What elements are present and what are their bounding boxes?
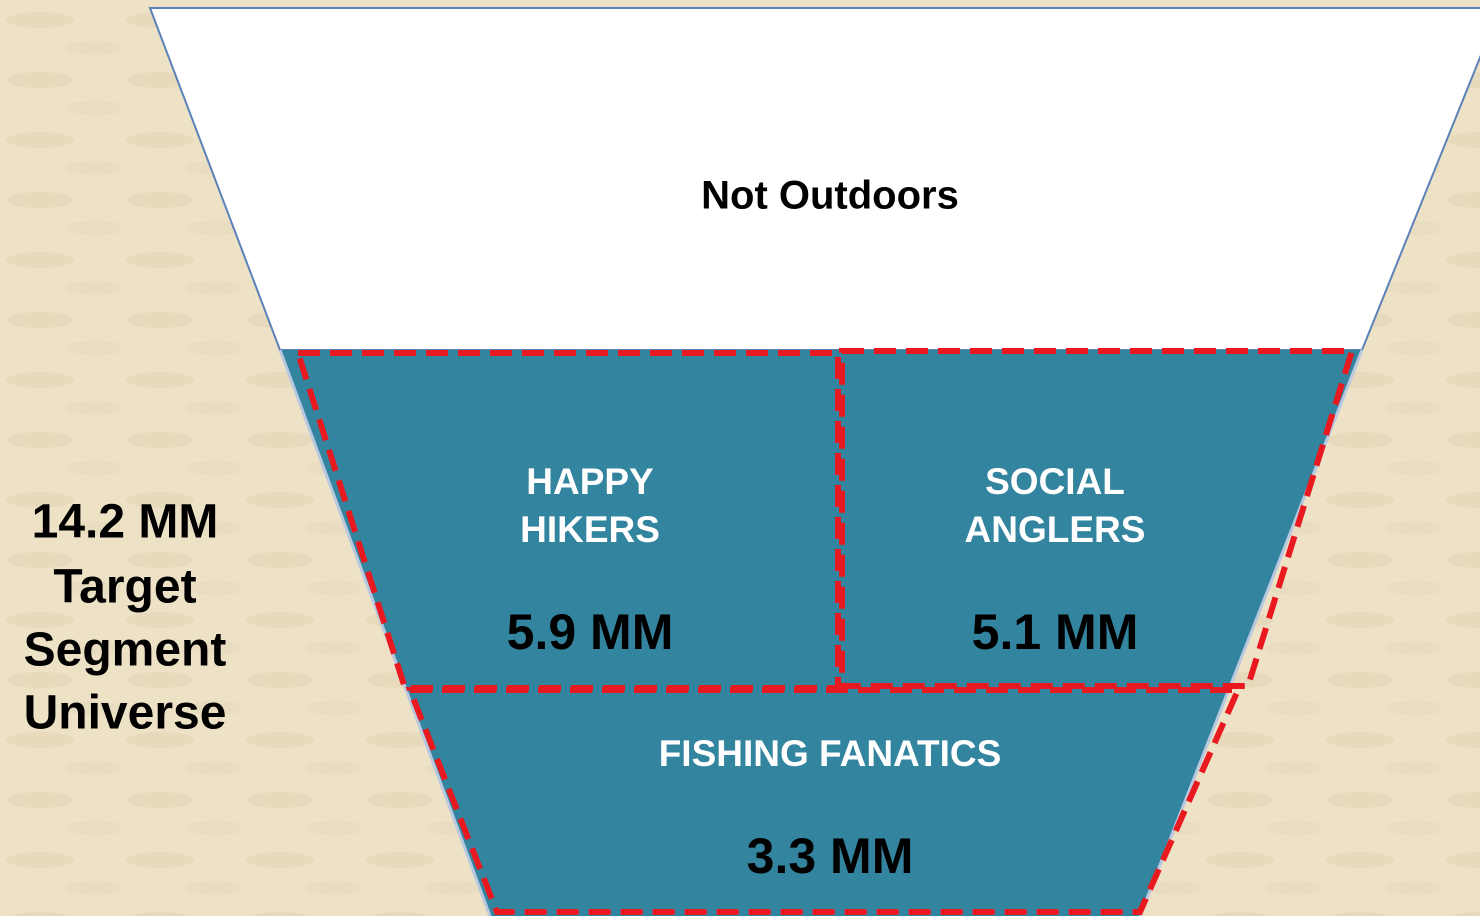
total-label: Target	[53, 561, 196, 614]
funnel-bottom	[280, 350, 1362, 916]
funnel-edge	[278, 349, 492, 916]
total-label: 14.2 MM	[32, 496, 219, 549]
segment-name: FISHING FANATICS	[659, 733, 1002, 774]
segment-size: 5.1 MM	[972, 604, 1139, 660]
segment-name: HIKERS	[520, 509, 660, 550]
segment-size: 3.3 MM	[747, 828, 914, 884]
segment-name: HAPPY	[526, 461, 654, 502]
segment-name: SOCIAL	[985, 461, 1125, 502]
segment-size: 5.9 MM	[507, 604, 674, 660]
segment-outline	[405, 687, 1243, 915]
segment-outline	[839, 348, 1357, 689]
total-label: Segment	[24, 624, 227, 677]
top-label: Not Outdoors	[701, 174, 959, 218]
segment-name: ANGLERS	[965, 509, 1146, 550]
total-label: Universe	[24, 687, 227, 740]
